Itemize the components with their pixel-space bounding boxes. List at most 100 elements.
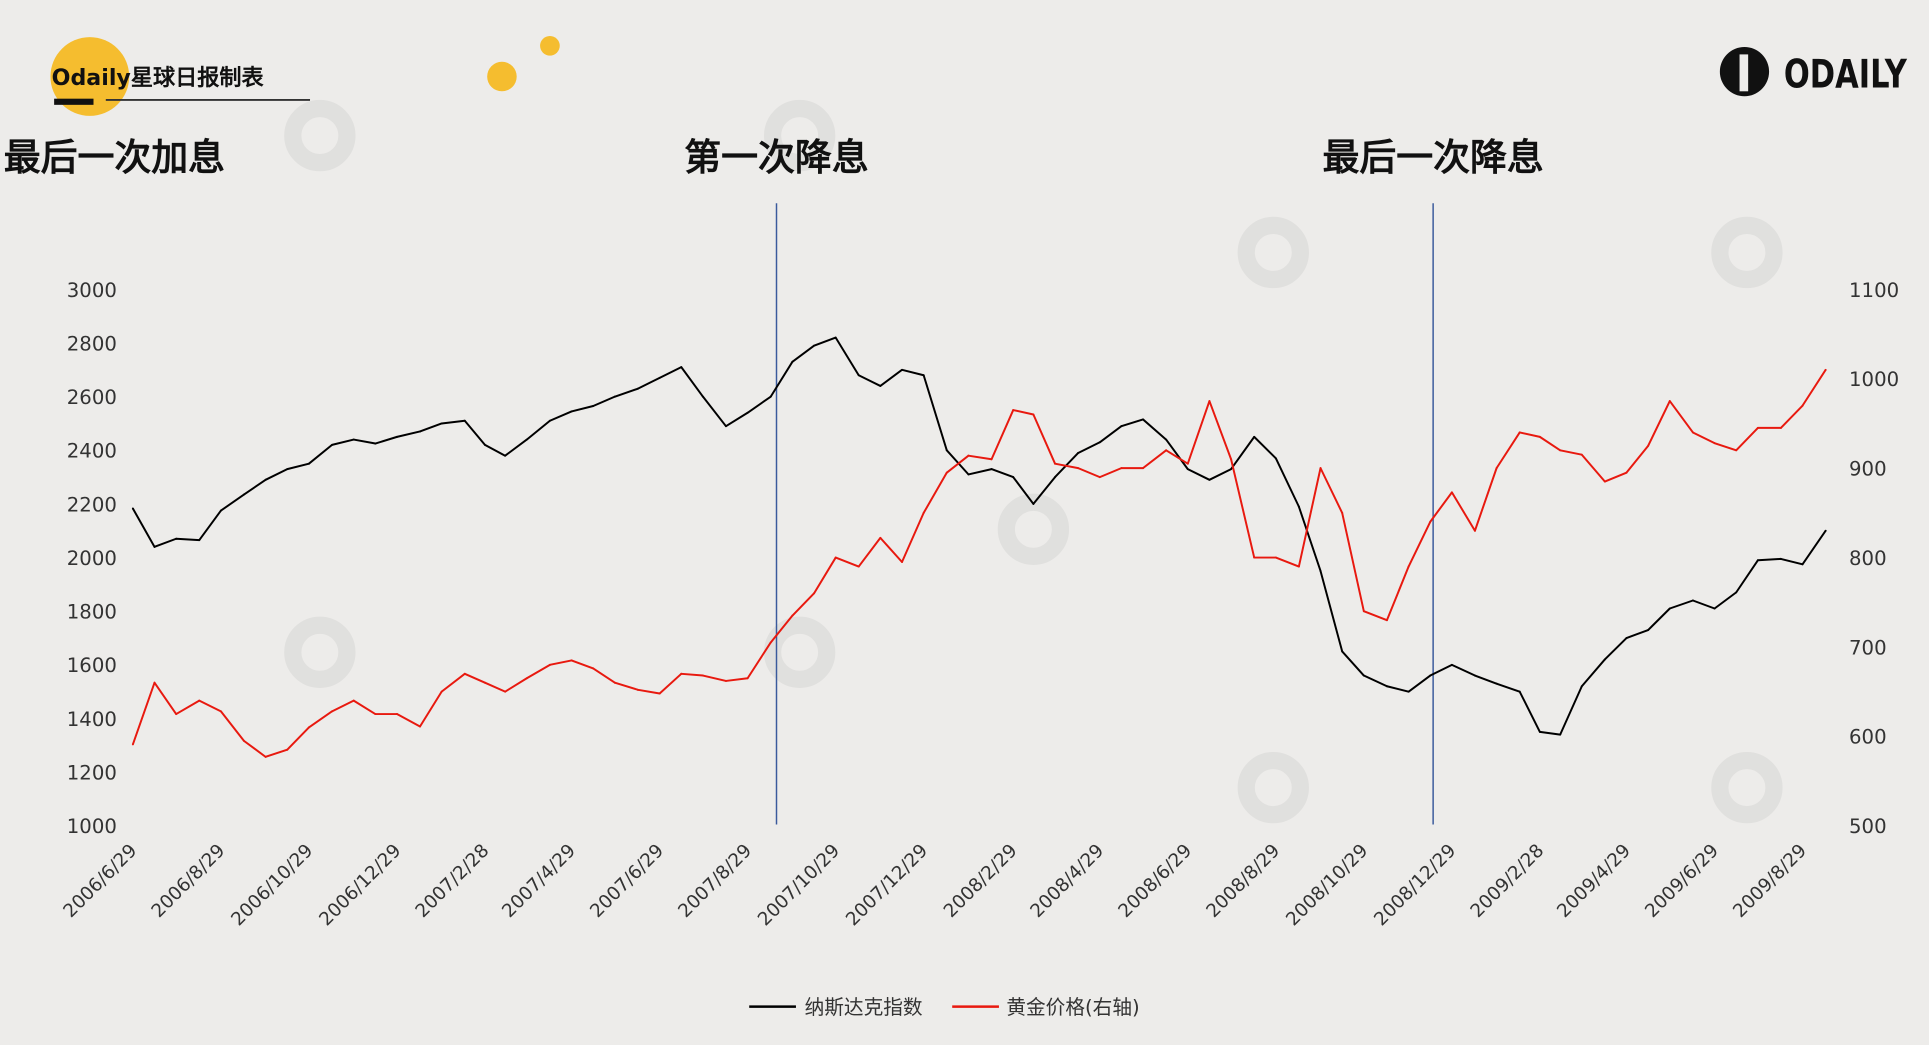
nasdaq-point [131, 507, 134, 510]
nasdaq-point [1253, 435, 1256, 438]
left-tick-label: 2200 [67, 493, 117, 516]
nasdaq-point [1208, 478, 1211, 481]
nasdaq-point [243, 493, 245, 496]
gold-point [1341, 511, 1344, 514]
gold-point [286, 748, 289, 751]
gold-point [548, 663, 551, 666]
gold-point [1407, 565, 1410, 568]
right-tick-label: 500 [1849, 815, 1887, 838]
nasdaq-point [1801, 563, 1804, 566]
gold-point [1580, 453, 1583, 456]
nasdaq-point [1012, 476, 1015, 479]
nasdaq-point [746, 411, 749, 414]
nasdaq-point [525, 438, 528, 441]
gold-point [1230, 458, 1233, 461]
nasdaq-point [1054, 476, 1057, 479]
gold-point [945, 471, 948, 474]
nasdaq-point [395, 435, 398, 438]
gold-point [1668, 400, 1671, 403]
nasdaq-point [834, 336, 837, 339]
nasdaq-point [1362, 674, 1365, 677]
nasdaq-point [286, 468, 289, 471]
left-tick-label: 1200 [67, 761, 117, 784]
gold-point [1274, 556, 1277, 559]
right-tick-label: 600 [1849, 726, 1887, 749]
nasdaq-point [1756, 559, 1759, 562]
nasdaq-point [1779, 557, 1782, 560]
nasdaq-point [264, 478, 267, 481]
gold-point [131, 743, 134, 746]
gold-point [725, 679, 727, 682]
gold-point [525, 677, 528, 680]
gold-point [701, 674, 704, 677]
nasdaq-point [198, 539, 201, 542]
nasdaq-point [1186, 468, 1189, 471]
decor-dot-large [487, 61, 517, 92]
left-axis: 1000 1200 1400 1600 1800 2000 2200 2400 2600 2800… [67, 279, 117, 838]
logo-text: ODAILY [1784, 52, 1907, 98]
gold-point [791, 614, 794, 617]
gold-point [1756, 426, 1759, 429]
nasdaq-point [440, 422, 443, 425]
gold-point [219, 710, 222, 713]
brand-header: Odaily星球日报制表 [50, 35, 560, 116]
nasdaq-point [463, 419, 466, 422]
nasdaq-point [175, 537, 178, 540]
nasdaq-point [1559, 733, 1562, 736]
left-tick-label: 3000 [67, 279, 117, 302]
gold-point [857, 565, 860, 568]
gold-point [1824, 368, 1827, 371]
gold-point [1603, 480, 1606, 483]
brand-yellow-circle [50, 37, 130, 116]
nasdaq-point [901, 368, 904, 371]
gold-point [1186, 462, 1189, 465]
gold-point [352, 699, 355, 702]
gold-point [879, 536, 882, 539]
decor-dot-small [540, 35, 560, 56]
nasdaq-point [990, 468, 993, 471]
left-tick-label: 2600 [67, 386, 117, 409]
nasdaq-point [725, 425, 727, 428]
gold-point [463, 672, 466, 675]
nasdaq-point [1165, 438, 1168, 441]
gold-point [1142, 467, 1145, 470]
nasdaq-series-line [132, 336, 1827, 736]
nasdaq-point [1518, 690, 1521, 693]
gold-point [746, 677, 749, 680]
gold-point [1473, 529, 1476, 532]
nasdaq-point [1625, 637, 1628, 640]
gold-point [1647, 444, 1650, 447]
right-tick-label: 700 [1849, 636, 1887, 659]
gold-point [990, 458, 993, 461]
gold-point [440, 690, 443, 693]
brand-title: Odaily星球日报制表 [52, 65, 265, 91]
nasdaq-point [1077, 451, 1080, 454]
gold-point [175, 713, 178, 715]
gold-point [264, 755, 267, 758]
nasdaq-point [813, 344, 816, 347]
gold-point [1054, 462, 1057, 465]
gold-point [967, 454, 970, 457]
nasdaq-point [419, 430, 422, 433]
gold-point [1779, 426, 1782, 429]
gold-point [1165, 449, 1168, 452]
nasdaq-point [769, 395, 772, 398]
gold-point [243, 739, 245, 742]
nasdaq-point [1032, 502, 1035, 505]
nasdaq-point [922, 374, 925, 377]
left-tick-label: 1000 [67, 815, 117, 838]
left-tick-label: 2800 [67, 332, 117, 355]
nasdaq-point [307, 462, 310, 465]
gold-point [1559, 449, 1562, 452]
nasdaq-point [592, 405, 595, 408]
legend-label-nasdaq: 纳斯达克指数 [805, 996, 923, 1019]
nasdaq-point [352, 438, 355, 441]
gold-point [1801, 404, 1804, 407]
gold-point [1297, 565, 1300, 568]
gold-point [834, 556, 837, 559]
right-tick-label: 800 [1849, 547, 1887, 570]
gold-point [658, 692, 661, 695]
nasdaq-point [658, 376, 661, 379]
gold-point [1495, 467, 1498, 470]
